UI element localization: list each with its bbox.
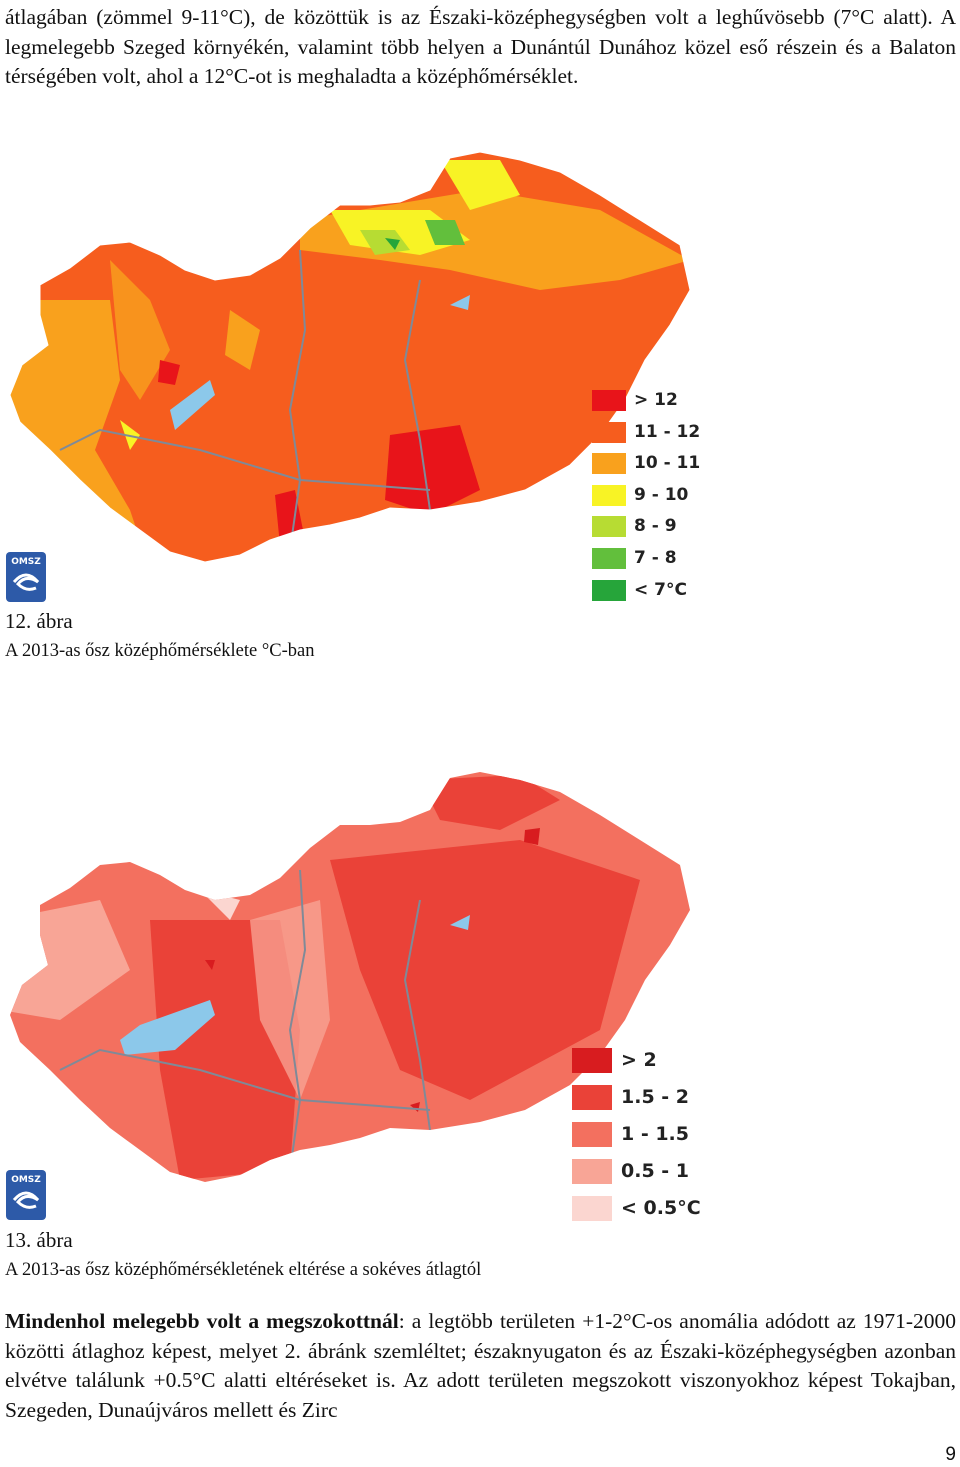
figure-13-caption: A 2013-as ősz középhőmérsékletének eltér…: [5, 1260, 482, 1280]
figure-12-number: 12. ábra: [5, 609, 73, 633]
legend-swatch: [592, 421, 626, 443]
legend-swatch: [572, 1196, 612, 1221]
legend-swatch: [592, 516, 626, 538]
bottom-paragraph: Mindenhol melegebb volt a megszokottnál:…: [5, 1307, 956, 1425]
legend-label: 10 - 11: [634, 453, 701, 474]
legend-label: 9 - 10: [634, 484, 689, 505]
hungary-anomaly-map: [10, 772, 690, 1182]
omsz-logo-icon: OMSZ: [6, 1170, 46, 1220]
legend-label: > 2: [621, 1049, 657, 1071]
legend-swatch: [592, 484, 626, 506]
bottom-paragraph-text: : a legtöbb területen +1-2°C-os anomália…: [5, 1309, 956, 1422]
omsz-logo-text: OMSZ: [11, 557, 41, 567]
legend-label: 8 - 9: [634, 516, 677, 537]
figure-12: > 12 11 - 12 10 - 11 9 - 10 8 - 9 7 - 8 …: [0, 150, 960, 610]
legend-swatch: [592, 579, 626, 601]
legend-label: < 0.5°C: [621, 1197, 701, 1219]
top-paragraph: átlagában (zömmel 9-11°C), de közöttük i…: [5, 5, 956, 88]
legend-label: 7 - 8: [634, 547, 677, 568]
legend-label: 1.5 - 2: [621, 1086, 689, 1108]
figure-12-caption: A 2013-as ősz középhőmérséklete °C-ban: [5, 641, 315, 661]
legend-label: 1 - 1.5: [621, 1123, 689, 1145]
omsz-logo-icon: OMSZ: [6, 552, 46, 602]
legend-swatch: [592, 453, 626, 475]
legend-swatch: [572, 1122, 612, 1147]
figure-13: > 2 1.5 - 2 1 - 1.5 0.5 - 1 < 0.5°C OMSZ: [0, 770, 960, 1230]
omsz-logo-text: OMSZ: [11, 1175, 41, 1185]
bottom-paragraph-bold: Mindenhol melegebb volt a megszokottnál: [5, 1309, 399, 1333]
legend-label: < 7°C: [634, 579, 687, 600]
legend-label: 11 - 12: [634, 421, 701, 442]
hungary-temperature-map: [9, 151, 691, 563]
legend-swatch: [572, 1085, 612, 1110]
page-number: 9: [945, 1444, 956, 1465]
legend-swatch: [592, 547, 626, 569]
legend-label: 0.5 - 1: [621, 1160, 689, 1182]
legend-swatch: [572, 1159, 612, 1184]
legend-swatch: [592, 390, 626, 411]
figure-13-number: 13. ábra: [5, 1228, 73, 1252]
legend-swatch: [572, 1048, 612, 1073]
legend-label: > 12: [634, 390, 678, 410]
